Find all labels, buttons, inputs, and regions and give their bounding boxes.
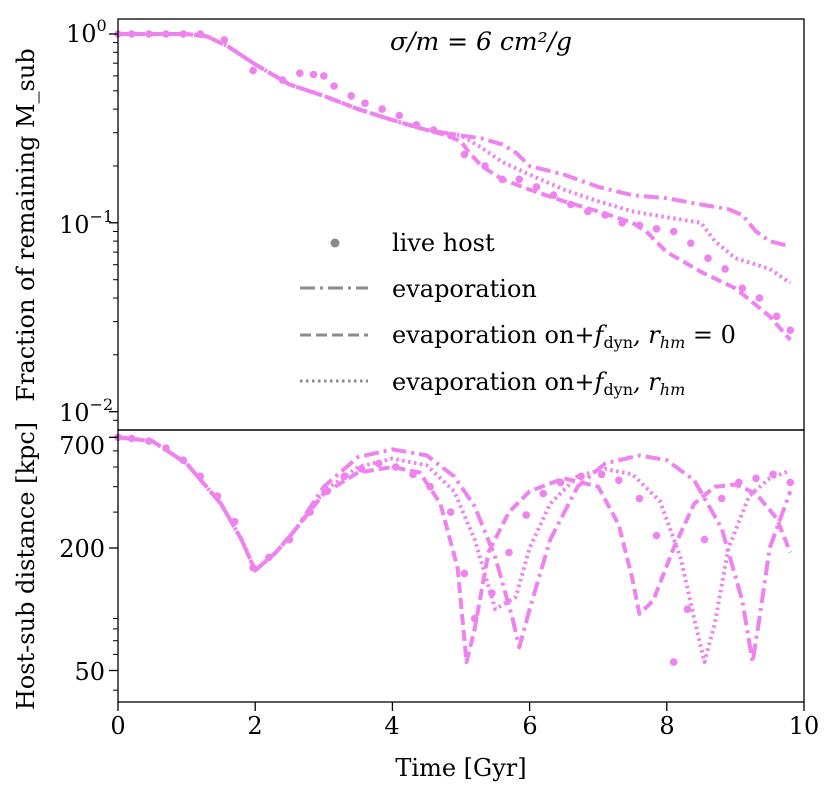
top-ytick-label-2: 10−1	[59, 207, 113, 239]
bot-series-line-dashdot	[117, 435, 793, 665]
bot-live-host-point-33	[683, 605, 692, 613]
legend-label-evap-fdyn-rhm: evaporation on+fdyn, rhm	[392, 368, 685, 399]
top-series-line-dotted	[118, 32, 792, 285]
bottom-ytick-label-200: 200	[59, 535, 105, 563]
bot-live-host-point-30	[635, 494, 644, 503]
bottom-ytick-label-50: 50	[74, 658, 105, 686]
bot-live-host-point-25	[539, 489, 548, 498]
bot-series-line-dotted	[117, 435, 792, 665]
bot-live-host-point-37	[752, 474, 760, 483]
bot-live-host-point-21	[470, 614, 479, 623]
bottom-ytick-label-700: 700	[59, 432, 105, 460]
bot-live-host-point-20	[460, 569, 469, 578]
bot-live-host-point-39	[786, 478, 795, 487]
top-live-host-point-37	[755, 294, 764, 302]
bot-live-host-point-32	[669, 658, 678, 666]
legend-label-evap-fdyn-rhm0: evaporation on+fdyn, rhm = 0	[392, 321, 736, 352]
bot-live-host-point-31	[652, 531, 661, 540]
xtick-label-8: 8	[659, 712, 674, 740]
bottom-series-group	[114, 433, 795, 666]
top-live-host-point-33	[687, 239, 695, 247]
top-series-line-dashed	[118, 32, 792, 342]
top-live-host-point-11	[320, 72, 328, 80]
cross-section-annotation: σ/m = 6 cm²/g	[390, 27, 572, 56]
top-live-host-point-34	[704, 254, 712, 262]
bottom-plot-frame	[117, 429, 805, 703]
top-live-host-point-9	[296, 69, 304, 77]
top-panel-mass-fraction: 100 10−1 10−2 σ/m = 6 cm²/g Fraction of …	[12, 16, 805, 431]
top-live-host-point-14	[361, 99, 369, 107]
top-live-host-point-20	[460, 150, 469, 159]
top-live-host-point-35	[721, 265, 729, 273]
bot-live-host-point-29	[615, 476, 623, 485]
bottom-ylabel: Host-sub distance [kpc]	[12, 422, 40, 710]
bottom-y-ticks	[109, 436, 118, 691]
top-ytick-label-1: 100	[66, 16, 107, 48]
legend-marker-live-host	[330, 238, 340, 248]
xtick-label-4: 4	[384, 712, 399, 740]
legend: live host evaporation evaporation on+fdy…	[300, 229, 736, 399]
top-live-host-point-39	[786, 326, 795, 335]
top-live-host-point-38	[772, 312, 781, 321]
top-live-host-point-12	[330, 82, 338, 90]
top-ylabel: Fraction of remaining M_sub	[12, 48, 40, 401]
top-live-host-point-36	[738, 284, 747, 293]
top-live-host-point-7	[249, 66, 257, 75]
top-live-host-point-16	[395, 111, 404, 120]
top-live-host-point-23	[515, 175, 524, 184]
top-live-host-point-13	[347, 92, 356, 100]
top-live-host-point-24	[532, 183, 541, 191]
bottom-panel-distance: 700 200 50 0 2 4 6 8 10 Time [Gyr] Host-…	[12, 422, 819, 782]
bot-live-host-point-28	[597, 470, 606, 479]
bot-live-host-point-34	[700, 535, 709, 544]
xtick-label-2: 2	[247, 712, 262, 740]
bot-live-host-point-23	[505, 548, 513, 557]
xtick-label-6: 6	[522, 712, 537, 740]
bot-series-line-dashed	[117, 435, 793, 665]
top-series-group	[114, 30, 795, 342]
bot-live-host-point-24	[522, 511, 530, 519]
xtick-label-0: 0	[110, 712, 125, 740]
top-ytick-label-3: 10−2	[59, 395, 113, 427]
top-live-host-point-10	[309, 70, 318, 79]
x-ticks	[117, 702, 805, 711]
bottom-xlabel: Time [Gyr]	[395, 754, 526, 782]
top-live-host-point-31	[652, 225, 661, 233]
top-live-host-point-32	[669, 227, 678, 236]
legend-label-live-host: live host	[392, 229, 495, 257]
top-live-host-point-15	[378, 105, 386, 113]
legend-label-evaporation: evaporation	[392, 275, 537, 303]
xtick-label-10: 10	[789, 712, 820, 740]
top-y-ticks	[109, 33, 118, 421]
bot-live-host-point-35	[717, 494, 726, 503]
bot-live-host-point-19	[446, 508, 455, 516]
